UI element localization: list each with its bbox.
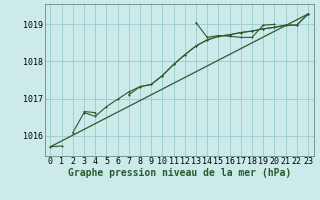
X-axis label: Graphe pression niveau de la mer (hPa): Graphe pression niveau de la mer (hPa) [68, 168, 291, 178]
